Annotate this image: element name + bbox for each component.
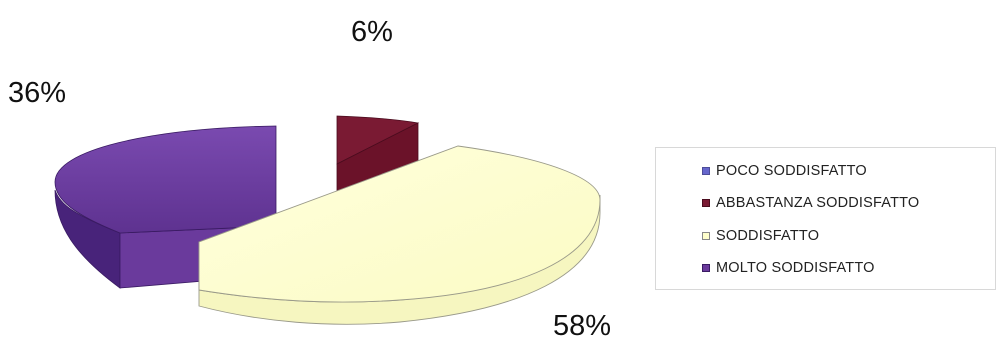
legend-swatch bbox=[702, 232, 710, 240]
chart-legend: POCO SODDISFATTO ABBASTANZA SODDISFATTO … bbox=[655, 147, 996, 290]
legend-swatch bbox=[702, 264, 710, 272]
pie-chart: 6% 36% 58% bbox=[8, 16, 611, 339]
data-label-molto-soddisfatto: 36% bbox=[8, 77, 66, 109]
legend-swatch bbox=[702, 199, 710, 207]
legend-label: POCO SODDISFATTO bbox=[716, 163, 867, 179]
data-label-abbastanza-soddisfatto: 6% bbox=[351, 16, 393, 48]
legend-item-poco-soddisfatto: POCO SODDISFATTO bbox=[702, 161, 867, 181]
legend-item-molto-soddisfatto: MOLTO SODDISFATTO bbox=[702, 258, 875, 278]
legend-label: ABBASTANZA SODDISFATTO bbox=[716, 195, 920, 211]
legend-label: MOLTO SODDISFATTO bbox=[716, 260, 875, 276]
slice-top bbox=[54, 125, 277, 234]
pie-slice-molto-soddisfatto bbox=[54, 125, 277, 289]
pie-slice-soddisfatto bbox=[198, 145, 601, 325]
legend-label: SODDISFATTO bbox=[716, 228, 820, 244]
legend-item-abbastanza-soddisfatto: ABBASTANZA SODDISFATTO bbox=[702, 193, 919, 213]
legend-item-soddisfatto: SODDISFATTO bbox=[702, 226, 819, 246]
legend-swatch bbox=[702, 167, 710, 175]
data-label-soddisfatto: 58% bbox=[553, 310, 611, 339]
slice-top bbox=[198, 145, 601, 303]
